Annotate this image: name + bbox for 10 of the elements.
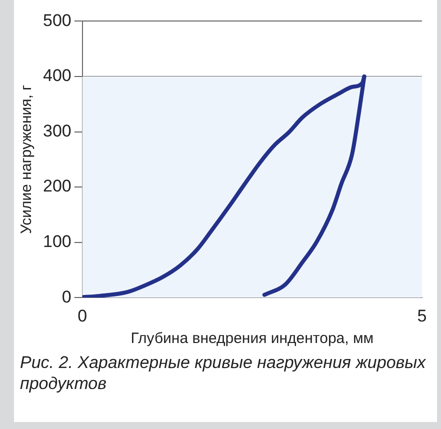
y-tick-label: 100 <box>42 232 72 252</box>
y-tick-label: 500 <box>42 10 72 30</box>
y-tick-label: 300 <box>42 121 72 140</box>
y-tick-label: 200 <box>42 176 72 196</box>
x-tick-label: 5 <box>417 306 427 326</box>
y-axis-title: Усилие нагружения, г <box>18 84 36 234</box>
y-tick-label: 0 <box>62 287 72 306</box>
y-tick-label: 400 <box>42 66 72 86</box>
x-axis-title: Глубина внедрения индентора, мм <box>130 330 374 348</box>
text: Рис. 2. Характерные кривые нагружения жировых продуктов <box>20 352 427 394</box>
